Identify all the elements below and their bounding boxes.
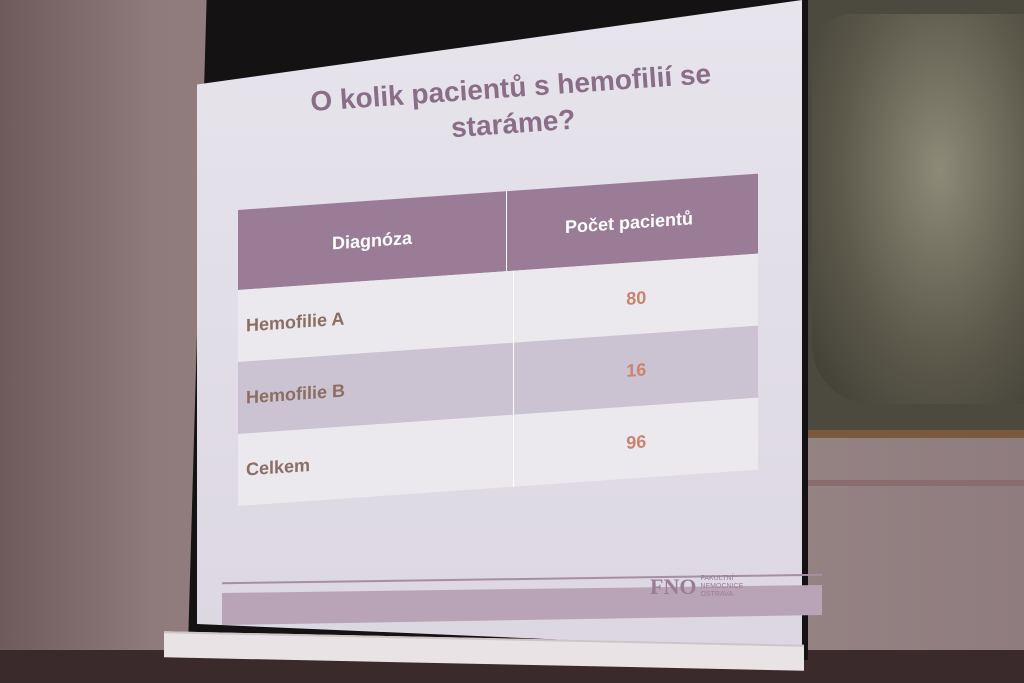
hospital-logo: FNO FAKULTNÍ NEMOCNICE OSTRAVA [650, 574, 760, 600]
logo-text-line: OSTRAVA [700, 591, 733, 598]
logo-text-line: FAKULTNÍ [700, 575, 734, 582]
patients-table: Diagnóza Počet pacientů Hemofilie A 80 H… [238, 173, 758, 506]
projected-slide: O kolik pacientů s hemofilií se staráme?… [222, 30, 822, 630]
slide-title: O kolik pacientů s hemofilií se staráme? [290, 55, 734, 158]
logo-mark: FNO [650, 574, 697, 599]
logo-text: FAKULTNÍ NEMOCNICE OSTRAVA [700, 575, 760, 599]
logo-text-line: NEMOCNICE [700, 583, 744, 590]
wall-moulding [800, 480, 1024, 486]
wall-painting [800, 0, 1024, 438]
painting-map [812, 14, 1024, 404]
